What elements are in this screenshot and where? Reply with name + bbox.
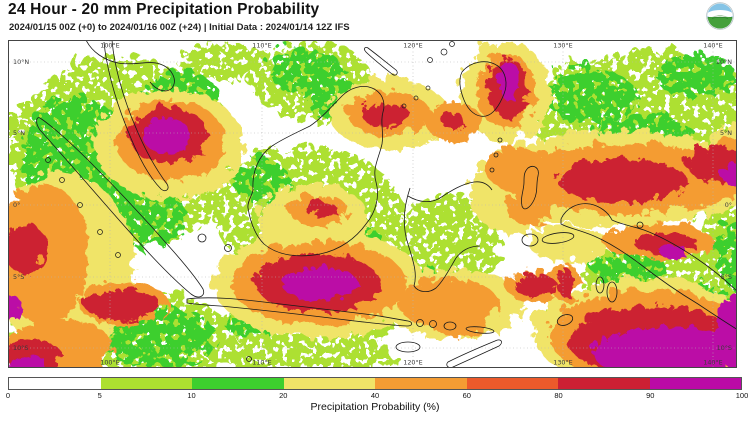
colorbar-segment — [192, 378, 284, 389]
philippine-islands — [401, 41, 455, 109]
forecast-period-subtitle: 2024/01/15 00Z (+0) to 2024/01/16 00Z (+… — [9, 22, 350, 33]
colorbar-tick-label: 80 — [554, 391, 563, 400]
axis-tick-label: 140°E — [703, 42, 722, 50]
bangka-island — [197, 233, 207, 243]
colorbar-segment — [558, 378, 650, 389]
sumatra-coastline — [36, 117, 205, 298]
colorbar-tick-label: 60 — [462, 391, 471, 400]
page-title: 24 Hour - 20 mm Precipitation Probabilit… — [8, 1, 320, 18]
axis-tick-label: 110°E — [252, 42, 271, 50]
colorbar-tick-label: 40 — [370, 391, 380, 400]
colorbar-tick-label: 0 — [5, 391, 11, 400]
axis-tick-label: 5°N — [720, 129, 732, 137]
colorbar-tick-label: 20 — [279, 391, 288, 400]
colorbar-segment — [283, 378, 375, 389]
axis-tick-label: 130°E — [553, 359, 572, 367]
axis-tick-label: 10°S — [13, 344, 28, 352]
axis-tick-label: 0° — [13, 201, 20, 209]
sulawesi-coastline — [404, 181, 493, 292]
palawan-coastline — [364, 46, 398, 76]
coastlines — [36, 41, 747, 367]
java-coastline — [186, 297, 413, 327]
axis-tick-label: 100°E — [100, 42, 119, 50]
colorbar-tick-label: 100 — [735, 391, 749, 400]
axis-tick-label: 140°E — [703, 359, 722, 367]
mentawai-islands — [45, 157, 121, 258]
colorbar-tick-label: 5 — [97, 391, 102, 400]
bmkg-logo-icon — [706, 2, 734, 30]
colorbar-segment — [375, 378, 467, 389]
graticule-gridlines — [9, 41, 736, 367]
axis-tick-label: 10°N — [13, 58, 29, 66]
axis-tick-label: 10°N — [716, 58, 732, 66]
papua-coastline — [560, 203, 736, 330]
magenta-probability-field — [9, 58, 736, 367]
colorbar — [8, 377, 742, 390]
lesser-sunda-islands — [246, 319, 502, 367]
colorbar-tick-label: 10 — [187, 391, 196, 400]
small-pacific-islands — [738, 58, 747, 102]
axis-tick-label: 130°E — [553, 42, 572, 50]
colorbar-segment — [9, 378, 101, 389]
axis-tick-label: 100°E — [100, 359, 119, 367]
halmahera-coastline — [521, 166, 539, 210]
axis-tick-label: 0° — [725, 201, 732, 209]
belitung-island — [224, 244, 232, 252]
axis-tick-label: 110°E — [252, 359, 271, 367]
axis-tick-label: 120°E — [403, 359, 422, 367]
colorbar-tick-label: 90 — [646, 391, 655, 400]
maluku-islands — [489, 137, 644, 326]
axis-tick-label: 5°S — [721, 273, 732, 281]
mindanao-coastline — [459, 61, 507, 117]
colorbar-caption: Precipitation Probability (%) — [310, 401, 440, 413]
colorbar-segment — [466, 378, 558, 389]
colorbar-segment — [649, 378, 741, 389]
axis-tick-label: 5°S — [13, 273, 24, 281]
malay-peninsula-coastline — [103, 41, 169, 192]
colorbar-segment — [100, 378, 192, 389]
axis-labels: 100°E 100°E 110°E 110°E 120°E 120°E 130°E 130°E… — [13, 42, 732, 367]
map-frame — [8, 40, 737, 368]
colorbar-segments — [9, 378, 741, 389]
axis-tick-label: 120°E — [403, 42, 422, 50]
colorbar-ticks: 0 5 10 20 40 60 80 90 100 — [5, 391, 748, 401]
borneo-coastline — [247, 86, 385, 257]
axis-tick-label: 5°N — [13, 129, 25, 137]
axis-tick-label: 10°S — [717, 344, 732, 352]
